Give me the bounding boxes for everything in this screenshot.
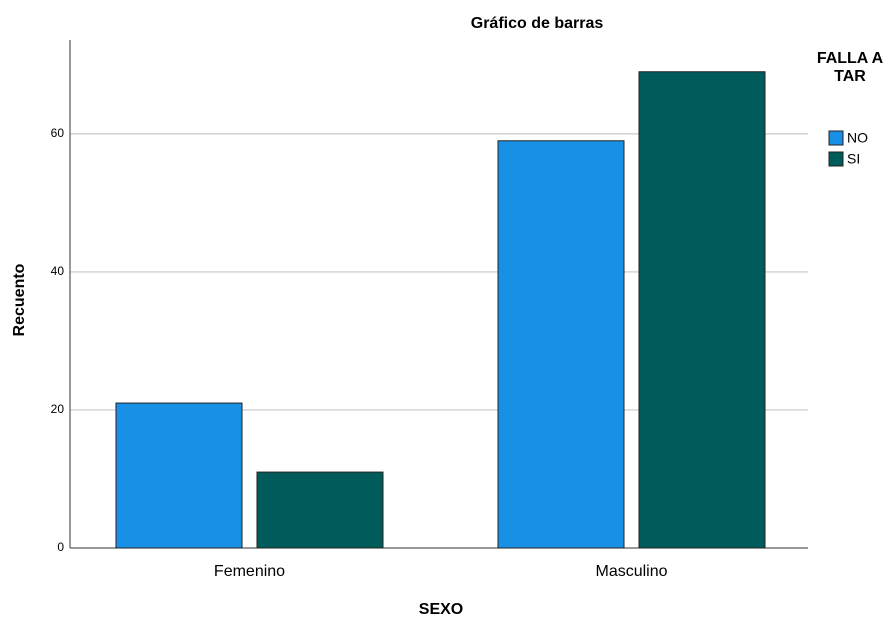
bar	[256, 471, 384, 549]
y-tick-label: 60	[51, 126, 65, 140]
legend-label: NO	[847, 130, 868, 146]
y-tick-label: 0	[57, 540, 64, 554]
legend-label: SI	[847, 151, 860, 167]
chart-title: Gráfico de barras	[471, 15, 604, 32]
bar	[638, 71, 766, 549]
y-tick-label: 40	[51, 264, 65, 278]
y-tick-label: 20	[51, 402, 65, 416]
bar	[497, 140, 625, 549]
x-tick-label: Femenino	[214, 563, 285, 580]
y-axis-label: Recuento	[11, 263, 28, 336]
x-tick-label: Masculino	[595, 563, 667, 580]
legend-swatch	[828, 130, 844, 146]
bar	[115, 402, 243, 549]
legend-title: FALLA A TAR	[816, 50, 884, 85]
legend-swatch	[828, 151, 844, 167]
x-axis-label: SEXO	[419, 601, 463, 618]
